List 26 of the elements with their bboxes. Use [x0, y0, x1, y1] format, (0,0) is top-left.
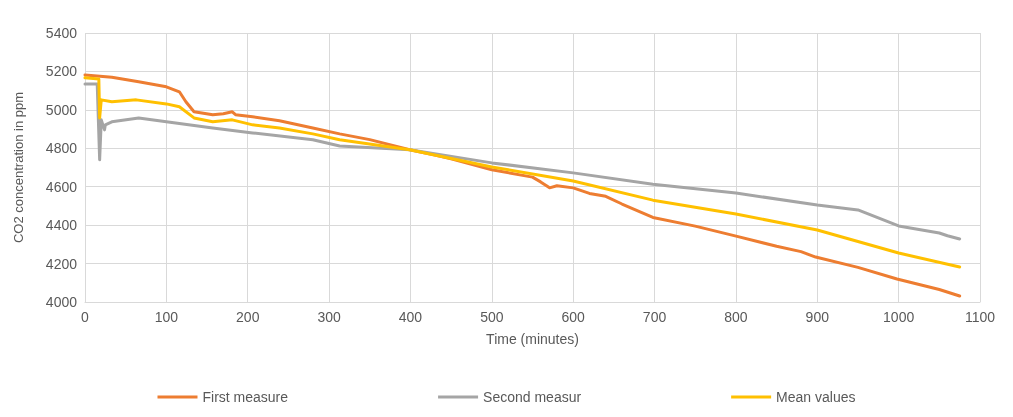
- x-tick-label: 0: [81, 309, 90, 325]
- legend-label: Second measur: [483, 389, 582, 405]
- x-tick-label: 200: [236, 309, 260, 325]
- y-tick-label: 4800: [45, 140, 78, 157]
- x-tick-label: 400: [398, 309, 423, 325]
- x-tick-label: 100: [154, 309, 179, 325]
- y-tick-label: 5200: [45, 63, 78, 80]
- x-tick-label: 300: [317, 309, 341, 325]
- x-tick-label: 600: [561, 309, 586, 325]
- y-tick-label: 4400: [45, 217, 78, 234]
- legend-label: First measure: [202, 389, 289, 405]
- x-tick-label: 900: [805, 309, 830, 325]
- line-series: [83, 82, 962, 241]
- y-tick-label: 5000: [45, 101, 78, 118]
- x-tick-label: 1100: [964, 309, 996, 325]
- y-tick-label: 5400: [45, 25, 78, 41]
- x-tick-label: 500: [480, 309, 504, 325]
- x-tick-label: 800: [724, 309, 748, 325]
- x-tick-label: 700: [642, 309, 667, 325]
- x-tick-label: 1000: [883, 309, 915, 325]
- x-axis-title: Time (minutes): [486, 331, 579, 347]
- y-tick-label: 4000: [45, 294, 78, 310]
- y-tick-label: 4200: [45, 255, 78, 272]
- y-tick-label: 4600: [45, 178, 78, 195]
- legend-label: Mean values: [776, 389, 856, 405]
- y-axis-title: CO2 concentration in ppm: [11, 91, 26, 244]
